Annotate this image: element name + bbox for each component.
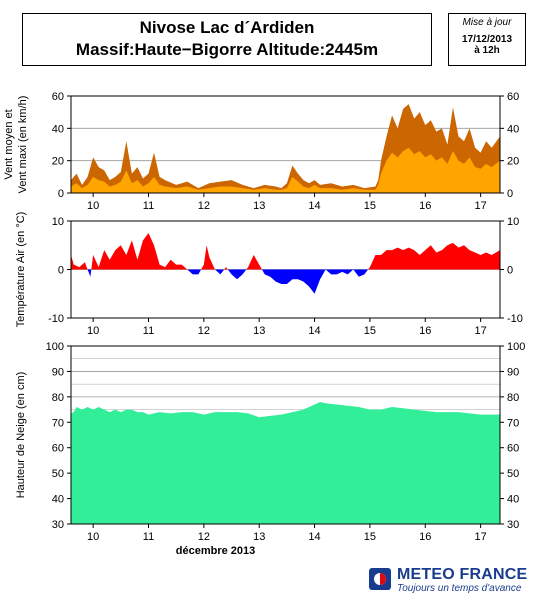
massif-altitude: Massif:Haute−Bigorre Altitude:2445m — [75, 40, 379, 59]
wind-xtick-label: 11 — [143, 200, 154, 212]
temperature-xtick-label: 12 — [198, 325, 210, 337]
snow-xtick-label: 13 — [253, 531, 265, 543]
snow-xlabel: décembre 2013 — [176, 545, 256, 557]
temperature-ytick-label-left: 10 — [52, 216, 64, 228]
wind-xtick-label: 13 — [253, 200, 265, 212]
snow-ytick-label-left: 50 — [52, 468, 64, 480]
wind-ytick-label-left: 40 — [52, 123, 64, 135]
temperature-ylabel: Température Air (en °C) — [15, 212, 27, 328]
wind-xtick-label: 10 — [87, 200, 99, 212]
wind-ytick-label-right: 0 — [507, 188, 513, 200]
wind-ytick-label-right: 20 — [507, 156, 519, 168]
update-date: 17/12/2013 — [461, 34, 513, 45]
snow-xtick-label: 10 — [87, 531, 99, 543]
snow-xtick-label: 15 — [364, 531, 376, 543]
snow-ytick-label-right: 50 — [507, 468, 519, 480]
snow-ytick-label-left: 80 — [52, 392, 64, 404]
snow-xtick-label: 16 — [419, 531, 431, 543]
wind-ytick-label-left: 60 — [52, 91, 64, 103]
snow-ylabel: Hauteur de Neige (en cm) — [15, 372, 27, 499]
wind-ylabel-line2: Vent maxi (en km/h) — [17, 96, 29, 194]
snow-ytick-label-right: 70 — [507, 417, 519, 429]
snow-ytick-label-right: 100 — [507, 341, 525, 353]
update-time: à 12h — [474, 45, 500, 56]
snow-ytick-label-left: 90 — [52, 366, 64, 378]
snow-ytick-label-right: 30 — [507, 519, 519, 531]
wind-xtick-label: 15 — [364, 200, 376, 212]
temperature-xtick-label: 16 — [419, 325, 431, 337]
meteo-france-logo: METEO FRANCE Toujours un temps d'avance — [369, 565, 534, 594]
temperature-xtick-label: 17 — [475, 325, 487, 337]
temperature-ytick-label-right: -10 — [507, 313, 523, 325]
snow-xtick-label: 12 — [198, 531, 210, 543]
wind-xtick-label: 16 — [419, 200, 431, 212]
snow-xtick-label: 17 — [475, 531, 487, 543]
snow-depth-area — [71, 401, 500, 524]
snow-xtick-label: 11 — [143, 531, 154, 543]
wind-mean-area — [71, 147, 500, 193]
temperature-xtick-label: 15 — [364, 325, 376, 337]
temperature-ytick-label-right: 0 — [507, 265, 513, 277]
wind-ylabel-line1: Vent moyen et — [3, 109, 15, 179]
snow-ytick-label-left: 60 — [52, 443, 64, 455]
temperature-ytick-label-left: 0 — [58, 265, 64, 277]
temperature-xtick-label: 14 — [308, 325, 320, 337]
wind-xtick-label: 14 — [308, 200, 320, 212]
temperature-positive-area — [71, 233, 500, 270]
update-label: Mise à jour — [462, 17, 512, 28]
wind-ytick-label-right: 40 — [507, 123, 519, 135]
snow-xtick-label: 14 — [308, 531, 320, 543]
station-title: Nivose Lac d´Ardiden — [139, 18, 315, 37]
temperature-xtick-label: 13 — [253, 325, 265, 337]
update-box: Mise à jour 17/12/2013 à 12h — [448, 13, 526, 66]
snow-ytick-label-right: 90 — [507, 366, 519, 378]
snow-ytick-label-left: 100 — [46, 341, 64, 353]
temperature-ytick-label-right: 10 — [507, 216, 519, 228]
temperature-xtick-label: 11 — [143, 325, 154, 337]
snow-ytick-label-left: 70 — [52, 417, 64, 429]
meteo-france-logo-icon — [369, 568, 391, 590]
wind-ytick-label-left: 20 — [52, 156, 64, 168]
snow-ytick-label-left: 40 — [52, 494, 64, 506]
snow-ytick-label-right: 80 — [507, 392, 519, 404]
wind-ytick-label-left: 0 — [58, 188, 64, 200]
snow-frame — [70, 345, 501, 525]
wind-ytick-label-right: 60 — [507, 91, 519, 103]
logo-name: METEO FRANCE — [397, 566, 528, 583]
title-box: Nivose Lac d´Ardiden Massif:Haute−Bigorr… — [22, 13, 432, 66]
wind-frame — [70, 95, 501, 194]
temperature-xtick-label: 10 — [87, 325, 99, 337]
snow-ytick-label-left: 30 — [52, 519, 64, 531]
snow-ytick-label-right: 40 — [507, 494, 519, 506]
wind-xtick-label: 12 — [198, 200, 210, 212]
snow-ytick-label-right: 60 — [507, 443, 519, 455]
temperature-ytick-label-left: -10 — [48, 313, 64, 325]
temperature-negative-area — [71, 269, 500, 294]
wind-xtick-label: 17 — [475, 200, 487, 212]
logo-tagline: Toujours un temps d'avance — [397, 583, 522, 594]
